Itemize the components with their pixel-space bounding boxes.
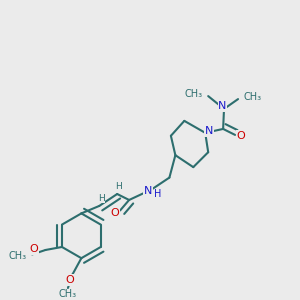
Text: O: O (66, 275, 74, 285)
Text: O: O (236, 130, 245, 140)
Text: CH₃: CH₃ (185, 89, 203, 99)
Text: O: O (110, 208, 119, 218)
Text: CH₃: CH₃ (243, 92, 262, 102)
Text: N: N (144, 186, 152, 196)
Text: N: N (218, 101, 227, 111)
Text: H: H (154, 189, 162, 199)
Text: CH₃: CH₃ (9, 251, 27, 261)
Text: O: O (29, 244, 38, 254)
Text: H: H (115, 182, 122, 191)
Text: N: N (205, 126, 213, 136)
Text: CH₃: CH₃ (59, 289, 77, 299)
Text: H: H (98, 194, 105, 203)
